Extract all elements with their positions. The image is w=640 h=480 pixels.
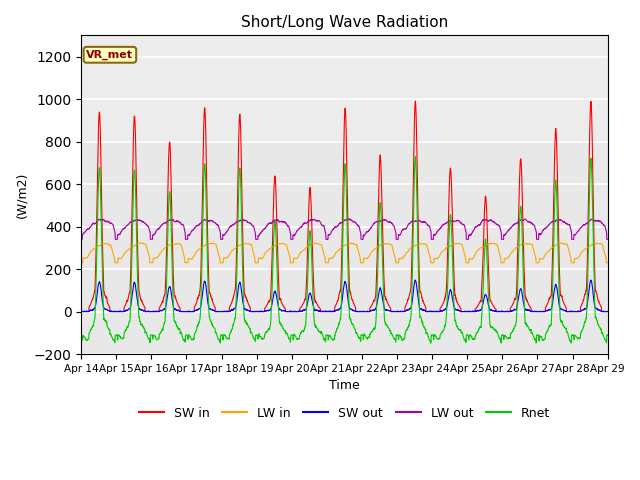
Text: VR_met: VR_met: [86, 49, 133, 60]
Bar: [81, 36, 608, 142]
Title: Short/Long Wave Radiation: Short/Long Wave Radiation: [241, 15, 448, 30]
Legend: SW in, LW in, SW out, LW out, Rnet: SW in, LW in, SW out, LW out, Rnet: [134, 402, 555, 425]
X-axis label: Time: Time: [329, 379, 360, 392]
Y-axis label: (W/m2): (W/m2): [15, 171, 28, 218]
